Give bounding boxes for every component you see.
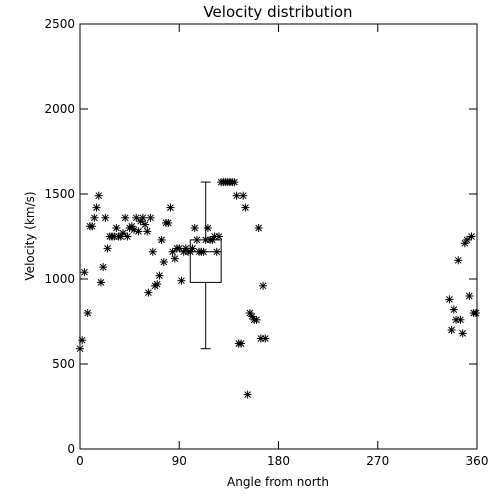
x-tick-label: 180 [267,454,290,468]
data-point [177,276,186,285]
data-point [203,224,212,232]
data-point [153,280,162,289]
data-point [143,227,152,236]
data-point [148,247,157,256]
scatter-points [76,178,480,399]
data-point [261,334,270,343]
data-point [141,220,150,229]
y-tick-label: 1500 [44,187,75,201]
data-point [456,315,465,324]
data-point [80,268,89,277]
data-point [164,218,173,227]
data-point [467,232,476,241]
data-point [254,224,263,232]
data-point [259,281,268,290]
data-point [157,235,166,244]
y-tick-label: 2500 [44,17,75,31]
data-point [166,203,175,212]
data-point [449,305,458,314]
data-point [90,213,99,222]
data-point [92,203,101,212]
data-point [96,278,105,287]
chart-title: Velocity distribution [203,3,352,21]
data-point [190,224,199,232]
data-point [212,247,221,256]
data-point [103,244,112,253]
data-point [123,232,132,241]
data-point [76,344,84,353]
data-point [112,224,121,232]
data-point [155,271,164,280]
y-tick-label: 0 [67,442,75,456]
data-point [199,247,208,256]
plot-frame [79,23,478,450]
y-axis: 0 500 1000 1500 2000 2500 [44,17,477,456]
data-point [454,256,463,265]
data-point [134,227,143,236]
data-point [101,213,110,222]
data-point [78,336,87,345]
data-point [144,288,153,297]
data-point [252,315,261,324]
data-point [159,258,168,266]
y-tick-label: 1000 [44,272,75,286]
y-tick-label: 500 [52,357,75,371]
x-tick-label: 360 [466,454,489,468]
data-point [239,191,248,200]
data-point [445,295,454,304]
data-point [138,213,147,222]
data-point [463,235,472,244]
data-point [471,309,480,317]
x-tick-label: 270 [366,454,389,468]
data-point [230,178,239,187]
data-point [170,254,179,263]
data-point [241,203,250,212]
data-point [121,213,130,222]
y-axis-label: Velocity (km/s) [23,191,37,280]
data-point [237,339,246,348]
y-tick-label: 2000 [44,102,75,116]
boxplot [189,181,222,350]
data-point [458,329,467,338]
data-point [214,232,223,241]
data-point [88,222,97,231]
x-tick-label: 90 [172,454,187,468]
data-point [94,191,103,200]
data-point [447,326,456,334]
data-point [188,244,197,253]
data-point [146,213,155,222]
data-point [465,292,474,300]
x-axis-label: Angle from north [227,475,329,489]
data-point [168,247,177,256]
data-point [99,263,108,272]
data-point [119,229,128,238]
data-point [83,309,92,317]
x-axis: 0 90 180 270 360 [76,24,488,468]
data-point [192,235,201,244]
data-point [243,390,252,399]
plot-area [79,23,478,450]
x-tick-label: 0 [76,454,84,468]
